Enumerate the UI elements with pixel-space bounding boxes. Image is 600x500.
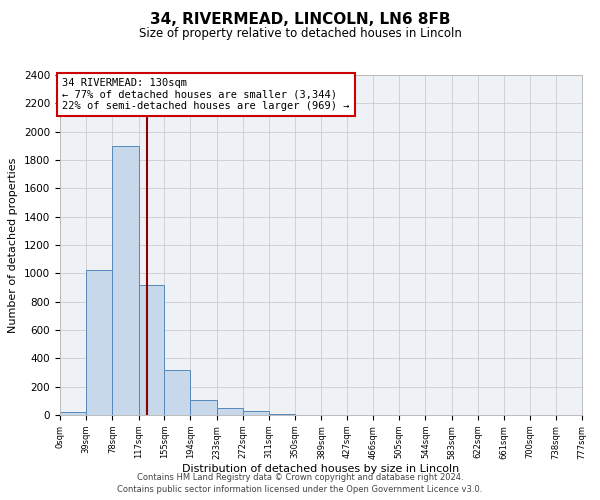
- Bar: [86, 270, 112, 415]
- X-axis label: Distribution of detached houses by size in Lincoln: Distribution of detached houses by size …: [182, 464, 460, 474]
- Bar: [60, 412, 86, 415]
- Bar: [190, 400, 217, 415]
- Bar: [243, 411, 269, 415]
- Bar: [112, 146, 139, 415]
- Text: Contains public sector information licensed under the Open Government Licence v3: Contains public sector information licen…: [118, 485, 482, 494]
- Bar: [217, 408, 243, 415]
- Text: 34 RIVERMEAD: 130sqm
← 77% of detached houses are smaller (3,344)
22% of semi-de: 34 RIVERMEAD: 130sqm ← 77% of detached h…: [62, 78, 350, 111]
- Bar: [269, 414, 295, 415]
- Bar: [139, 284, 164, 415]
- Bar: [164, 370, 190, 415]
- Y-axis label: Number of detached properties: Number of detached properties: [8, 158, 19, 332]
- Text: Contains HM Land Registry data © Crown copyright and database right 2024.: Contains HM Land Registry data © Crown c…: [137, 472, 463, 482]
- Text: Size of property relative to detached houses in Lincoln: Size of property relative to detached ho…: [139, 28, 461, 40]
- Text: 34, RIVERMEAD, LINCOLN, LN6 8FB: 34, RIVERMEAD, LINCOLN, LN6 8FB: [150, 12, 450, 28]
